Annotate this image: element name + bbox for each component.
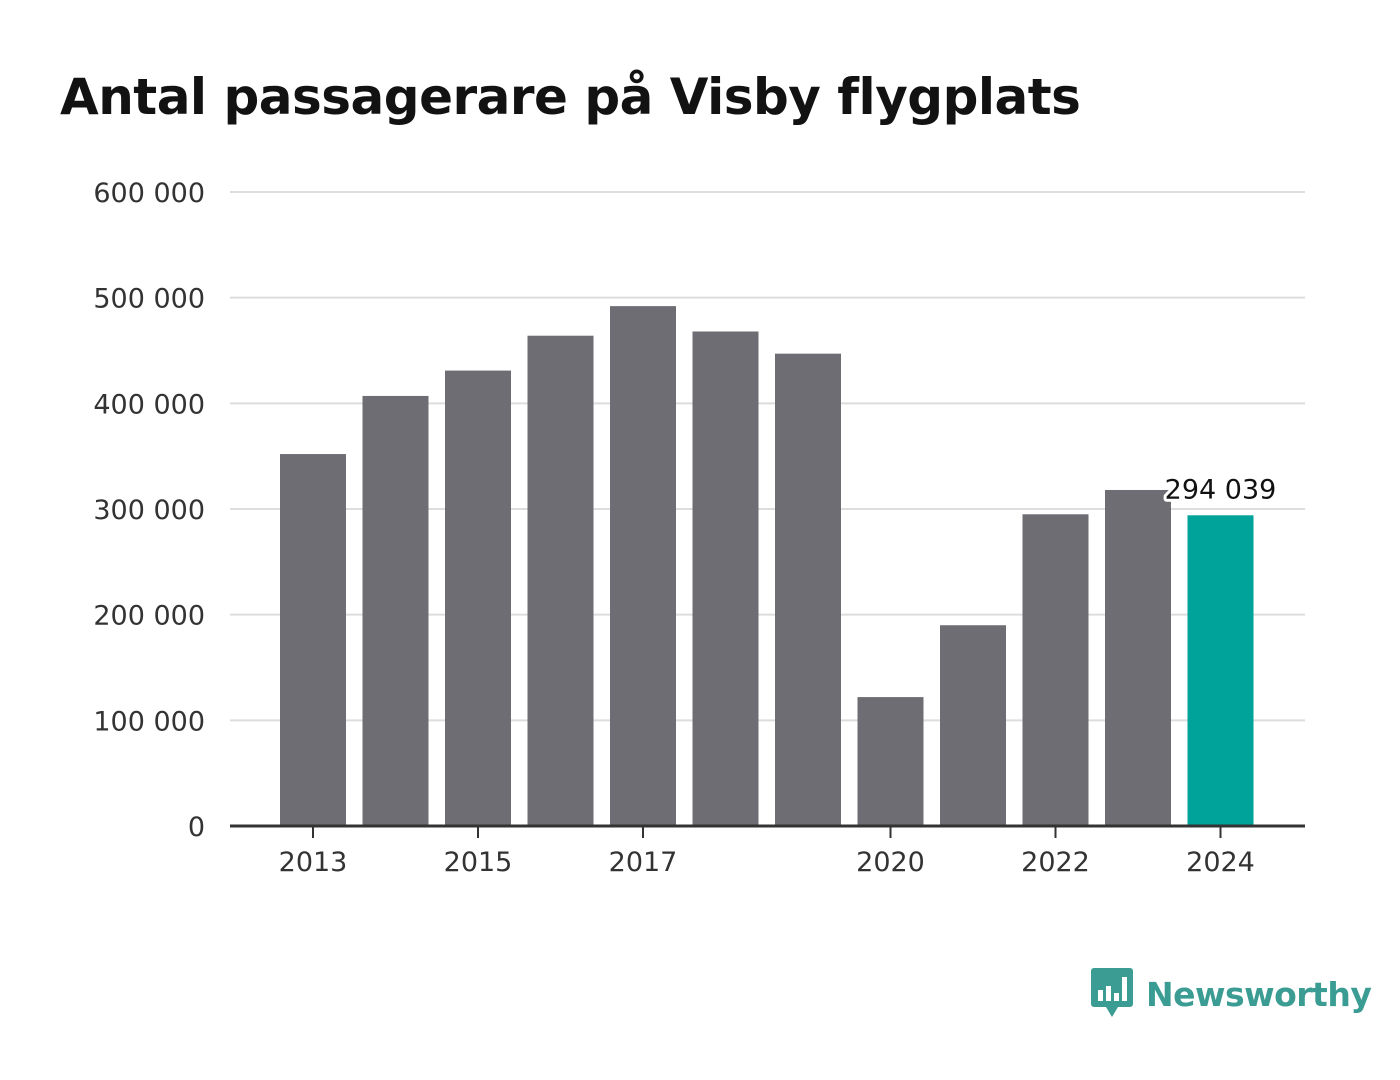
- data-label: 294 039: [1165, 474, 1277, 505]
- y-tick-label: 400 000: [93, 389, 205, 420]
- y-tick-label: 600 000: [93, 178, 205, 209]
- bar: [1105, 489, 1171, 826]
- y-tick-label: 200 000: [93, 601, 205, 632]
- bar: [527, 335, 594, 826]
- bar: [280, 454, 346, 826]
- chart-title: Antal passagerare på Visby flygplats: [60, 68, 1081, 126]
- bar: [1187, 515, 1254, 826]
- y-tick-label: 0: [188, 812, 205, 843]
- bar: [1022, 514, 1089, 826]
- bar: [445, 370, 511, 826]
- bar-chart: 0 100 000 200 000 300 000 400 000 500 000 600 …: [93, 178, 1305, 878]
- bar: [940, 625, 1006, 826]
- y-tick-label: 300 000: [93, 495, 205, 526]
- bar: [857, 697, 924, 826]
- bar: [775, 353, 841, 826]
- x-tick-label: 2015: [444, 847, 513, 878]
- x-tick-label: 2022: [1021, 847, 1090, 878]
- x-tick-label: 2013: [279, 847, 348, 878]
- bar: [362, 395, 429, 826]
- newsworthy-logo-icon: [1091, 968, 1133, 1017]
- x-tick-label: 2024: [1186, 847, 1255, 878]
- x-tick-label: 2020: [856, 847, 925, 878]
- y-tick-label: 500 000: [93, 284, 205, 315]
- x-tick-label: 2017: [609, 847, 678, 878]
- y-tick-label: 100 000: [93, 706, 205, 737]
- bar: [610, 306, 676, 826]
- brand-name: Newsworthy: [1146, 974, 1372, 1014]
- bar: [692, 331, 759, 826]
- newsworthy-brand[interactable]: Newsworthy: [1090, 966, 1372, 1022]
